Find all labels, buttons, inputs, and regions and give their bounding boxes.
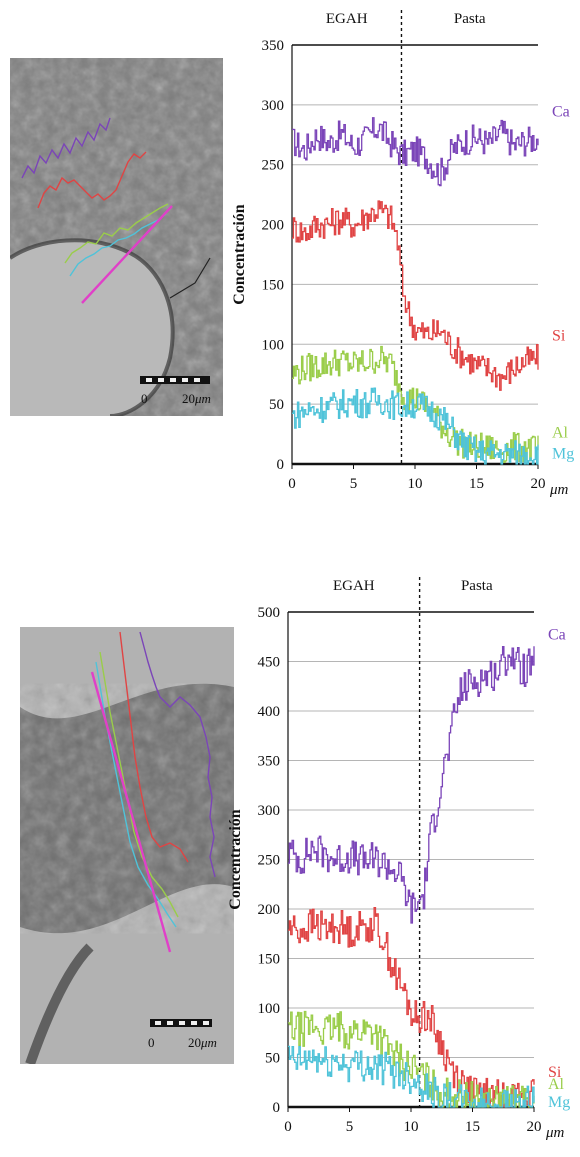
crack: [169, 257, 211, 299]
x-tick-label: 10: [408, 476, 423, 492]
micrograph-top-image: 0 20μm: [10, 58, 223, 416]
series-line-ca: [288, 645, 535, 924]
legend-label-si: Si: [552, 328, 566, 345]
series-line-al: [288, 1010, 535, 1108]
x-tick-label: 20: [531, 476, 546, 492]
profile-chart-bottom-svg: 0 50 100 150 200 250 300 350 400 450 500 0 5 10 15 20 μm…: [227, 577, 570, 1141]
y-tick-label: 200: [258, 902, 281, 918]
legend-label-mg: Mg: [548, 1094, 570, 1111]
scale-bar: 0 20μm: [148, 1019, 217, 1050]
y-tick-label: 400: [258, 704, 281, 720]
overlay-trace-al: [64, 203, 169, 264]
y-tick-label: 300: [258, 803, 281, 819]
y-tick-label: 150: [258, 952, 281, 968]
legend-label-al: Al: [552, 425, 569, 442]
x-unit-label: μm: [549, 482, 569, 498]
y-tick-label: 200: [262, 218, 285, 234]
overlay-trace-si: [37, 151, 147, 209]
y-tick-label: 350: [262, 38, 285, 54]
y-tick-label: 100: [262, 337, 285, 353]
scale-start-label: 0: [148, 1035, 155, 1050]
profile-line: [90, 671, 172, 953]
series-line-si: [292, 200, 539, 391]
aggregate-particle: [10, 240, 173, 416]
y-tick-label: 350: [258, 754, 281, 770]
scale-end-label: 20μm: [182, 391, 211, 406]
micrograph-bottom-image: 0 20μm: [20, 627, 234, 1064]
overlay-trace-al: [99, 651, 179, 918]
legend-label-mg: Mg: [552, 445, 574, 462]
y-tick-label: 50: [269, 397, 284, 413]
zone-label-pasta: Pasta: [461, 578, 493, 594]
legend-label-ca: Ca: [548, 627, 566, 644]
overlay-trace-ca: [139, 631, 216, 878]
series-line-mg: [288, 1045, 535, 1108]
scale-bar: 0 20μm: [140, 376, 211, 406]
zone-label-egah: EGAH: [326, 11, 368, 27]
profile-chart-bottom: 0 50 100 150 200 250 300 350 400 450 500 0 5 10 15 20 μm…: [222, 570, 580, 1157]
interface-rim: [10, 238, 175, 416]
y-tick-label: 50: [265, 1051, 280, 1067]
series-line-si: [288, 907, 535, 1108]
x-tick-label: 20: [527, 1119, 542, 1135]
profile-chart-top: 0 50 100 150 200 250 300 350 0 5 10 15 20 μm Concentra…: [228, 0, 580, 525]
x-tick-label: 15: [465, 1119, 480, 1135]
y-tick-label: 100: [258, 1001, 281, 1017]
y-axis-label: Concentración: [227, 809, 244, 910]
scale-end-label: 20μm: [188, 1035, 217, 1050]
series-line-mg: [292, 387, 539, 465]
x-tick-label: 5: [350, 476, 358, 492]
micrograph-bottom: 0 20μm: [20, 627, 234, 1064]
overlay-trace-ca: [21, 117, 111, 179]
x-tick-label: 10: [404, 1119, 419, 1135]
x-unit-label: μm: [545, 1125, 565, 1141]
profile-chart-top-svg: 0 50 100 150 200 250 300 350 0 5 10 15 20 μm Concentra…: [231, 10, 574, 498]
y-tick-label: 250: [258, 853, 281, 869]
y-tick-label: 250: [262, 158, 285, 174]
overlay-trace-mg: [69, 213, 167, 277]
micrograph-top: 0 20μm: [10, 58, 223, 416]
y-tick-label: 150: [262, 277, 285, 293]
legend-label-ca: Ca: [552, 103, 570, 120]
x-tick-label: 0: [284, 1119, 292, 1135]
legend-label-si: Si: [548, 1064, 562, 1081]
y-tick-label: 0: [277, 457, 285, 473]
overlay-trace-si: [119, 631, 189, 863]
series-line-ca: [292, 117, 539, 187]
y-tick-label: 500: [258, 605, 281, 621]
y-tick-label: 450: [258, 655, 281, 671]
y-axis-label: Concentración: [231, 204, 248, 305]
y-tick-label: 300: [262, 98, 285, 114]
zone-label-egah: EGAH: [333, 578, 375, 594]
x-tick-label: 15: [469, 476, 484, 492]
y-tick-label: 0: [273, 1100, 281, 1116]
paste-texture: [20, 683, 234, 934]
series-line-al: [292, 345, 539, 464]
void-edge: [25, 943, 94, 1064]
legend-label-al: Al: [548, 1076, 565, 1093]
profile-line: [81, 205, 173, 304]
x-tick-label: 5: [346, 1119, 354, 1135]
x-tick-label: 0: [288, 476, 296, 492]
zone-label-pasta: Pasta: [454, 11, 486, 27]
scale-start-label: 0: [141, 391, 148, 406]
